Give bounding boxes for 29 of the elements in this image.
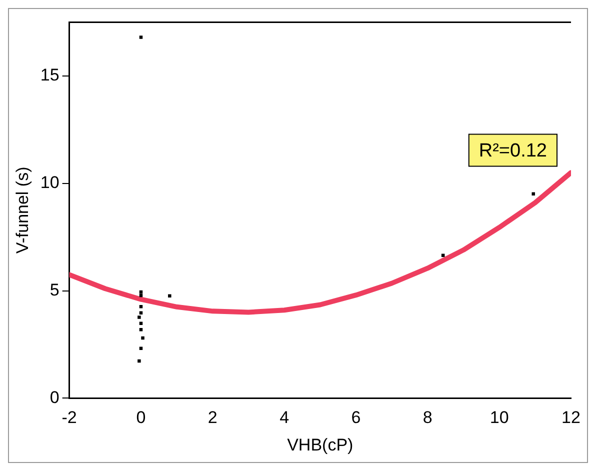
point xyxy=(139,290,143,294)
x-tick-label: -2 xyxy=(62,408,77,428)
x-axis-title: VHB(cP) xyxy=(287,435,354,454)
point xyxy=(139,294,143,298)
point xyxy=(138,316,141,319)
point xyxy=(139,346,143,350)
y-tick-label: 5 xyxy=(50,280,60,300)
point xyxy=(141,336,144,340)
y-axis-title: V-funnel (s) xyxy=(12,166,32,254)
x-tick-label: 6 xyxy=(351,408,361,428)
y-tick-label: 10 xyxy=(40,173,60,192)
point xyxy=(532,192,536,196)
x-tick-label: 8 xyxy=(422,408,432,428)
point xyxy=(139,311,143,315)
point xyxy=(139,328,143,332)
x-tick-label: 0 xyxy=(136,408,146,428)
x-tick-label: 10 xyxy=(490,408,509,428)
point xyxy=(168,294,172,298)
point xyxy=(138,359,141,363)
y-tick-label: 15 xyxy=(40,66,60,85)
point xyxy=(139,36,143,39)
annotation: R²=0.12 xyxy=(478,140,547,162)
x-tick-label: 4 xyxy=(280,408,290,428)
point xyxy=(139,322,143,326)
point xyxy=(139,305,143,308)
x-tick-label: 12 xyxy=(562,408,580,428)
x-tick-label: 2 xyxy=(208,408,218,428)
y-tick-label: 0 xyxy=(50,388,60,407)
point xyxy=(441,254,445,257)
